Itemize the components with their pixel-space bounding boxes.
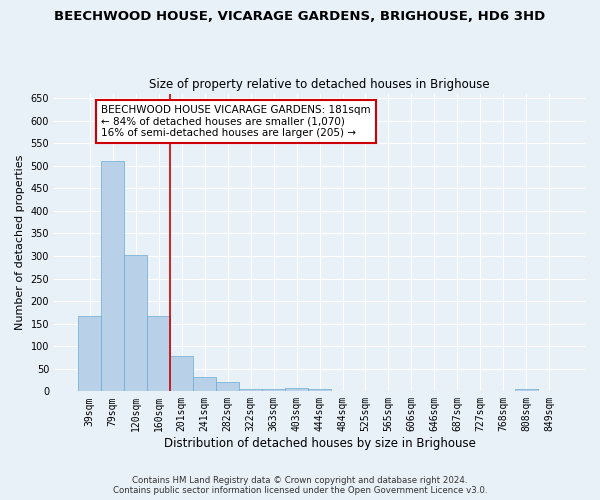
Bar bbox=[147, 316, 170, 392]
Title: Size of property relative to detached houses in Brighouse: Size of property relative to detached ho… bbox=[149, 78, 490, 91]
Bar bbox=[216, 382, 239, 392]
Bar bbox=[239, 388, 262, 392]
Bar bbox=[515, 388, 538, 392]
Bar bbox=[193, 377, 216, 392]
Text: Contains HM Land Registry data © Crown copyright and database right 2024.
Contai: Contains HM Land Registry data © Crown c… bbox=[113, 476, 487, 495]
Text: BEECHWOOD HOUSE VICARAGE GARDENS: 181sqm
← 84% of detached houses are smaller (1: BEECHWOOD HOUSE VICARAGE GARDENS: 181sqm… bbox=[101, 105, 371, 138]
Bar bbox=[78, 316, 101, 392]
Bar bbox=[101, 161, 124, 392]
Bar bbox=[285, 388, 308, 392]
Bar bbox=[124, 255, 147, 392]
Bar bbox=[262, 388, 285, 392]
Y-axis label: Number of detached properties: Number of detached properties bbox=[15, 155, 25, 330]
Text: BEECHWOOD HOUSE, VICARAGE GARDENS, BRIGHOUSE, HD6 3HD: BEECHWOOD HOUSE, VICARAGE GARDENS, BRIGH… bbox=[55, 10, 545, 23]
Bar bbox=[170, 356, 193, 392]
Bar bbox=[308, 389, 331, 392]
X-axis label: Distribution of detached houses by size in Brighouse: Distribution of detached houses by size … bbox=[164, 437, 475, 450]
